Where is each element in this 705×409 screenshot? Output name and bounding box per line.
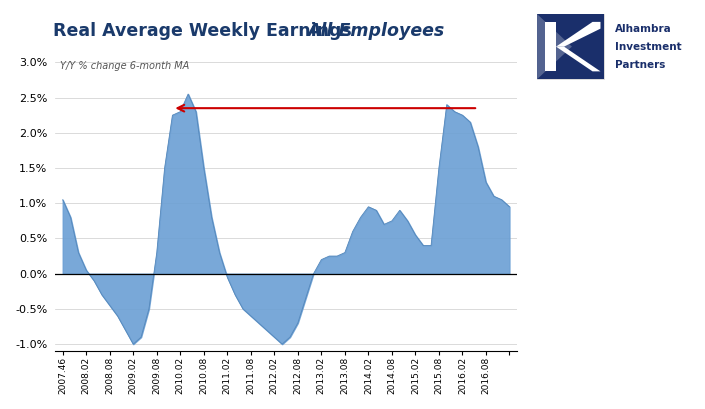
Polygon shape bbox=[537, 14, 572, 79]
Text: Real Average Weekly Earnings: Real Average Weekly Earnings bbox=[53, 22, 357, 40]
Text: Y/Y % change 6-month MA: Y/Y % change 6-month MA bbox=[59, 61, 189, 71]
FancyBboxPatch shape bbox=[537, 14, 603, 79]
Polygon shape bbox=[556, 47, 601, 71]
Text: Alhambra: Alhambra bbox=[615, 24, 671, 34]
Text: Partners: Partners bbox=[615, 60, 665, 70]
Polygon shape bbox=[545, 22, 556, 71]
Polygon shape bbox=[556, 22, 601, 47]
Polygon shape bbox=[537, 14, 603, 79]
Text: Investment: Investment bbox=[615, 42, 682, 52]
Text: All Employees: All Employees bbox=[307, 22, 444, 40]
